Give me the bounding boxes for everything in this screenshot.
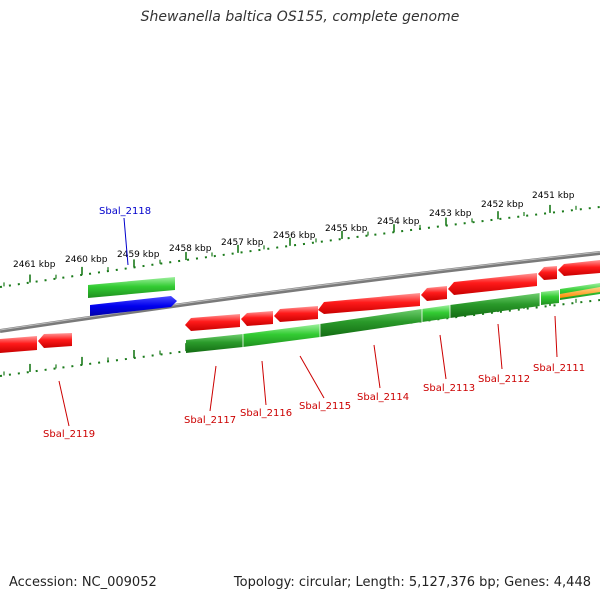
label-sbal-2116[interactable]: Sbal_2116 xyxy=(240,408,292,419)
tick-label-2461: 2461 kbp xyxy=(13,260,56,270)
forward-strand-genes xyxy=(0,260,600,353)
gene-sbal-2117[interactable] xyxy=(185,314,240,331)
accession-text: Accession: NC_009052 xyxy=(9,575,157,590)
tick-label-2451: 2451 kbp xyxy=(532,191,575,201)
outer-major-ticks xyxy=(3,204,577,287)
gene-orange-partial[interactable] xyxy=(560,287,600,298)
gene-sbal-2112-fwd[interactable] xyxy=(448,273,537,295)
tick-label-2457: 2457 kbp xyxy=(221,238,264,248)
genome-stats-text: Topology: circular; Length: 5,127,376 bp… xyxy=(233,575,591,590)
leader-line-sbal-2119 xyxy=(58,380,70,427)
label-sbal-2114[interactable]: Sbal_2114 xyxy=(357,392,409,403)
gene-sbal-2118-green[interactable] xyxy=(88,277,175,298)
leader-line-sbal-2117 xyxy=(209,365,217,412)
gene-sbal-2115-rev[interactable] xyxy=(320,309,422,337)
reverse-strand-genes xyxy=(186,283,600,353)
gene-sbal-2112-rev[interactable] xyxy=(541,290,559,305)
tick-label-2456: 2456 kbp xyxy=(273,231,316,241)
tick-label-2460: 2460 kbp xyxy=(65,255,108,265)
gene-sbal-2115-fwd[interactable] xyxy=(274,306,318,322)
gene-sbal-2116-rev[interactable] xyxy=(243,324,320,347)
tick-label-2455: 2455 kbp xyxy=(325,224,368,234)
gene-sbal-2113-rev[interactable] xyxy=(450,293,540,318)
leader-line-sbal-2116 xyxy=(261,360,267,406)
tick-label-2452: 2452 kbp xyxy=(481,200,524,210)
tick-label-2458: 2458 kbp xyxy=(169,244,212,254)
label-sbal-2112[interactable]: Sbal_2112 xyxy=(478,374,530,385)
tick-label-2459: 2459 kbp xyxy=(117,250,160,260)
leader-line-sbal-2115 xyxy=(299,355,325,399)
gene-sbal-2111-fwd-b[interactable] xyxy=(558,260,600,276)
gene-sbal-2114-rev[interactable] xyxy=(422,305,450,322)
genome-title: Shewanella baltica OS155, complete genom… xyxy=(140,9,460,25)
gene-labels: Sbal_2119 Sbal_2117 Sbal_2116 Sbal_2115 … xyxy=(43,315,585,440)
tick-label-2453: 2453 kbp xyxy=(429,209,472,219)
label-sbal-2111[interactable]: Sbal_2111 xyxy=(533,363,585,374)
gene-sbal-2113-fwd[interactable] xyxy=(421,286,447,301)
leader-line-sbal-2118 xyxy=(123,217,129,266)
label-sbal-2117[interactable]: Sbal_2117 xyxy=(184,415,236,426)
gene-sbal-2116[interactable] xyxy=(241,311,273,326)
tick-label-2454: 2454 kbp xyxy=(377,217,420,227)
label-sbal-2113[interactable]: Sbal_2113 xyxy=(423,383,475,394)
outer-tick-ring xyxy=(0,206,600,288)
kbp-labels: 2461 kbp 2460 kbp 2459 kbp 2458 kbp 2457… xyxy=(13,191,575,270)
leader-line-sbal-2114 xyxy=(373,344,381,389)
label-sbal-2119[interactable]: Sbal_2119 xyxy=(43,429,95,440)
leader-line-sbal-2113 xyxy=(439,334,447,380)
leader-line-sbal-2111 xyxy=(554,315,558,358)
gene-sbal-2114-fwd[interactable] xyxy=(318,293,420,314)
gene-sbal-2117-rev[interactable] xyxy=(186,334,243,353)
leader-line-sbal-2112 xyxy=(497,323,503,370)
sbal-2118-highlight: Sbal_2118 xyxy=(88,206,177,316)
genome-backbone xyxy=(0,251,600,333)
gene-sbal-2119-a[interactable] xyxy=(0,336,37,353)
gene-sbal-2111-fwd-a[interactable] xyxy=(538,266,557,280)
gene-sbal-2118-blue[interactable] xyxy=(90,296,177,316)
label-sbal-2115[interactable]: Sbal_2115 xyxy=(299,401,351,412)
gene-sbal-2119-b[interactable] xyxy=(38,333,72,348)
label-sbal-2118[interactable]: Sbal_2118 xyxy=(99,206,151,217)
